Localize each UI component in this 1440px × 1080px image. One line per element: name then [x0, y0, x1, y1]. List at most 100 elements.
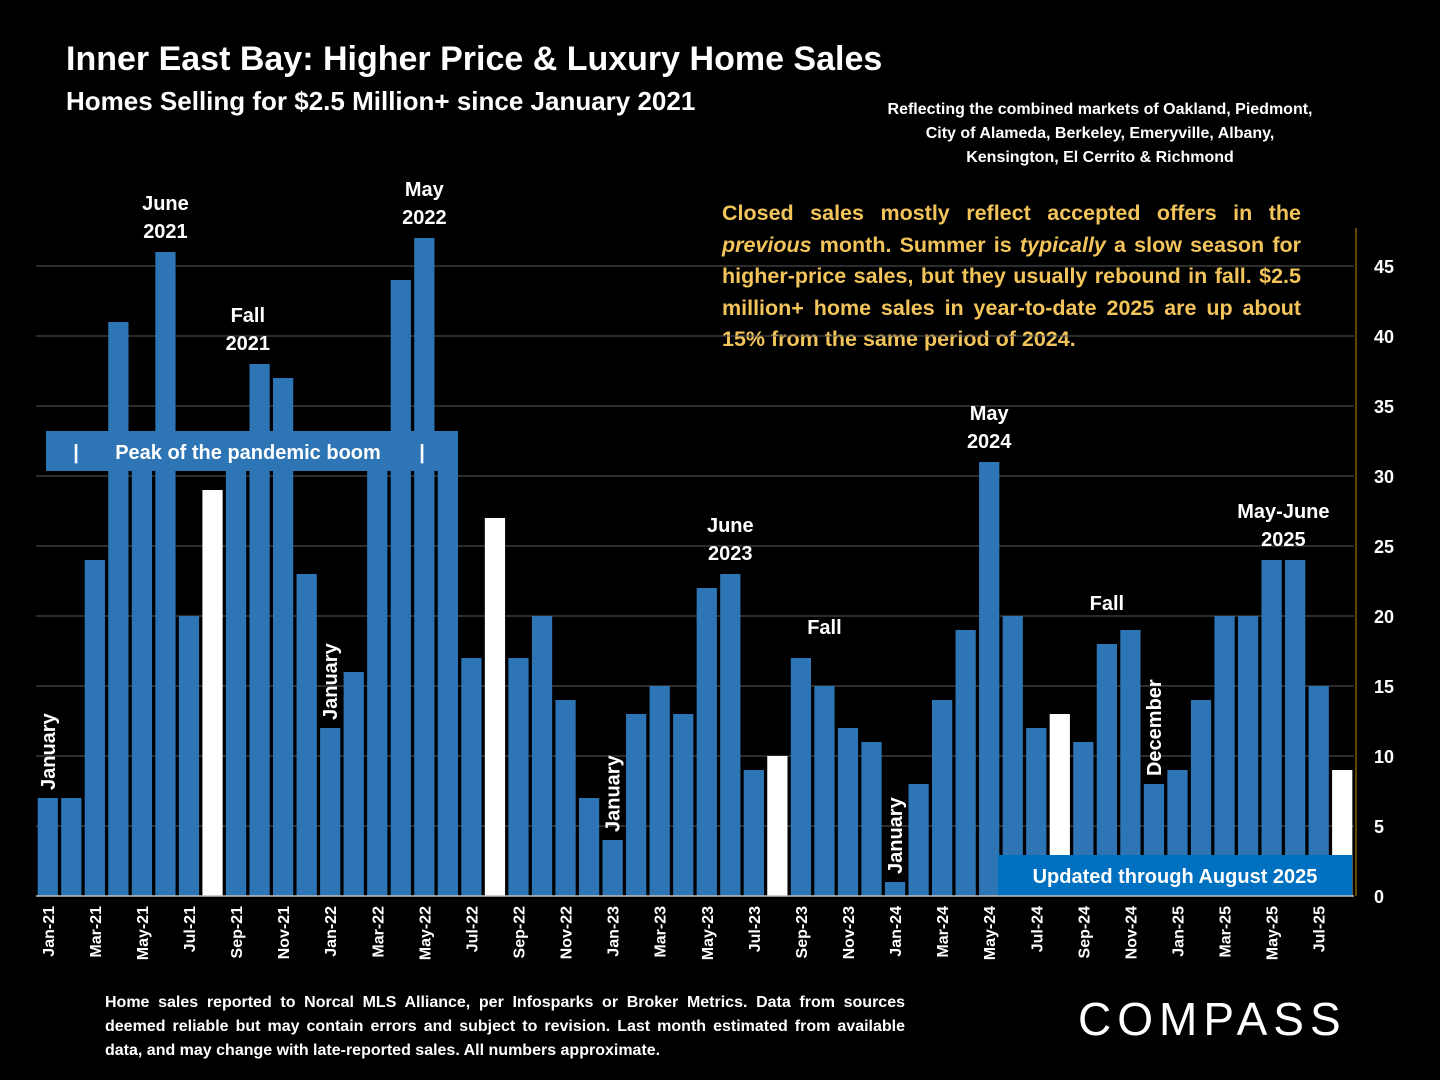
x-tick-label: Mar-21 [88, 906, 105, 958]
season-annotation: 2023 [708, 543, 753, 565]
bar [84, 560, 105, 896]
bar [484, 518, 506, 896]
y-tick-label: 20 [1374, 607, 1394, 627]
bar [649, 686, 670, 896]
season-annotation: June [142, 193, 189, 215]
updated-callout-box [998, 855, 1352, 896]
bar [202, 490, 223, 896]
x-tick-label: Jul-22 [464, 906, 481, 952]
bar [1237, 616, 1259, 896]
commentary-part-1: Closed sales mostly reflect accepted off… [722, 201, 1301, 225]
bar [37, 798, 58, 896]
month-annotation: January [885, 796, 907, 874]
bar [367, 462, 388, 896]
season-annotation: Fall [807, 617, 841, 639]
commentary-part-2: month. Summer is [811, 232, 1020, 257]
x-tick-label: Nov-21 [276, 906, 293, 959]
bar [720, 574, 741, 896]
bar [837, 728, 859, 896]
x-tick-label: Jul-25 [1312, 906, 1329, 952]
bar [178, 616, 200, 896]
x-tick-label: Jan-21 [41, 906, 58, 957]
x-tick-label: Jan-22 [323, 906, 340, 957]
month-annotation: January [603, 754, 625, 832]
peak-callout-left-bracket: | [73, 442, 79, 464]
bar [1261, 560, 1282, 896]
x-tick-label: Nov-24 [1123, 906, 1140, 959]
bar [767, 756, 788, 896]
source-footnote: Home sales reported to Norcal MLS Allian… [105, 994, 905, 1059]
bar [508, 658, 529, 896]
bar [1214, 616, 1235, 896]
month-annotation: January [38, 712, 60, 790]
bar [1002, 616, 1023, 896]
x-tick-label: Jan-23 [606, 906, 623, 957]
bar [390, 280, 411, 896]
bar [1190, 700, 1212, 896]
x-tick-label: Jul-23 [747, 906, 764, 952]
bar [1308, 686, 1329, 896]
updated-callout-label: Updated through August 2025 [1033, 866, 1318, 888]
season-annotation: May [970, 403, 1010, 425]
bar [108, 322, 129, 896]
x-tick-label: Sep-23 [794, 906, 811, 959]
month-annotation: January [320, 642, 342, 720]
markets-note: Reflecting the combined markets of Oakla… [887, 101, 1313, 166]
bar [343, 672, 364, 896]
bar [814, 686, 835, 896]
x-tick-label: May-23 [700, 906, 717, 960]
compass-logo: COMPASS [1078, 993, 1347, 1045]
season-annotation: 2022 [402, 207, 447, 229]
bar [979, 462, 1000, 896]
commentary-emphasis-typically: typically [1019, 232, 1106, 257]
chart-subtitle: Homes Selling for $2.5 Million+ since Ja… [66, 86, 696, 116]
bar [884, 882, 906, 896]
bar [414, 238, 435, 896]
x-tick-label: May-24 [982, 906, 999, 960]
bar [790, 658, 812, 896]
bar [155, 252, 176, 896]
season-annotation: 2025 [1261, 529, 1306, 551]
x-tick-label: May-22 [417, 906, 434, 960]
bar [131, 462, 153, 896]
x-tick-label: Sep-22 [511, 906, 528, 959]
bar [61, 798, 82, 896]
bar [273, 378, 294, 896]
bar [1026, 728, 1047, 896]
x-tick-label: Jul-21 [182, 906, 199, 952]
y-tick-label: 15 [1374, 677, 1394, 697]
x-tick-label: Jan-24 [888, 906, 905, 957]
y-tick-label: 0 [1374, 887, 1384, 907]
bar [1049, 714, 1070, 896]
season-annotation: 2021 [226, 333, 271, 355]
season-annotation: June [707, 515, 754, 537]
y-tick-label: 10 [1374, 747, 1394, 767]
y-tick-label: 35 [1374, 397, 1394, 417]
season-annotation: May-June [1237, 501, 1329, 523]
x-tick-label: May-25 [1265, 906, 1282, 960]
chart-title: Inner East Bay: Higher Price & Luxury Ho… [66, 40, 883, 78]
bar [602, 840, 623, 896]
bar [626, 714, 647, 896]
commentary-part-3: a slow season for higher-price sales, bu… [722, 232, 1301, 352]
x-tick-label: May-21 [135, 906, 152, 960]
peak-callout-box [46, 431, 458, 471]
bar [955, 630, 976, 896]
bar [1120, 630, 1141, 896]
x-tick-label: Mar-23 [653, 906, 670, 958]
bar [743, 770, 764, 896]
commentary-text: Closed sales mostly reflect accepted off… [722, 198, 1301, 356]
y-tick-label: 30 [1374, 467, 1394, 487]
x-tick-label: Nov-22 [559, 906, 576, 959]
bar [1096, 644, 1117, 896]
season-annotation: 2024 [967, 431, 1012, 453]
month-annotation: December [1144, 679, 1166, 776]
y-tick-label: 25 [1374, 537, 1394, 557]
bar [578, 798, 600, 896]
bar [861, 742, 882, 896]
bar [555, 700, 576, 896]
peak-callout-label: Peak of the pandemic boom [115, 442, 381, 464]
x-tick-label: Mar-24 [935, 906, 952, 958]
x-tick-label: Nov-23 [841, 906, 858, 959]
x-tick-label: Sep-21 [229, 906, 246, 959]
